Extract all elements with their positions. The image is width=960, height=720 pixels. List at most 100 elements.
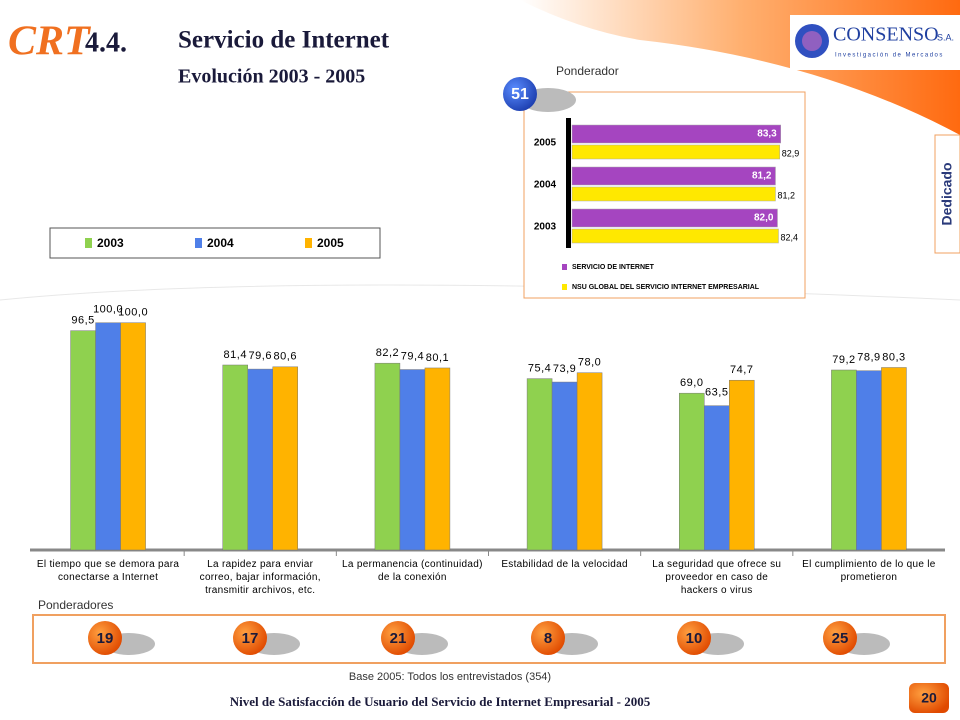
ponderador-value: 19	[97, 630, 114, 647]
bar	[571, 144, 780, 160]
title: Servicio de Internet	[178, 27, 390, 54]
x-tick-label: El cumplimiento de lo que le prometieron	[802, 559, 936, 583]
value-label: 78,9	[857, 352, 880, 364]
legend-swatch	[85, 238, 92, 248]
bar	[571, 186, 776, 202]
y-tick-label: 2004	[534, 180, 557, 191]
axis	[566, 118, 571, 248]
footer-title: Nivel de Satisfacción de Usuario del Ser…	[230, 694, 651, 709]
x-tick-label: El tiempo que se demora para conectarse …	[36, 559, 180, 583]
value-label: 82,9	[782, 148, 800, 158]
ponderador-value: 25	[832, 630, 849, 647]
value-label: 81,2	[752, 171, 772, 182]
x-tick-label-box: La permanencia (continuidad) de la conex…	[342, 559, 483, 583]
bar	[571, 208, 778, 228]
bar	[272, 366, 298, 551]
decor-line	[0, 284, 960, 301]
bar	[95, 322, 121, 551]
value-label: 82,4	[780, 232, 798, 242]
legend-label: SERVICIO DE INTERNET	[572, 264, 655, 271]
bar	[70, 330, 96, 551]
legend-label: 2005	[317, 236, 344, 250]
y-tick-label: 2003	[534, 222, 557, 233]
bar	[526, 378, 553, 551]
ponderador-ball	[503, 77, 537, 111]
value-label: 96,5	[71, 315, 94, 327]
legend-box	[49, 227, 381, 259]
ponderador-value: 17	[242, 630, 259, 647]
value-label: 75,4	[528, 363, 551, 375]
legend-swatch	[562, 264, 567, 270]
bar	[679, 392, 705, 551]
bar	[374, 362, 401, 551]
legend-swatch	[195, 238, 202, 248]
y-tick-label: 2005	[534, 138, 557, 149]
bar	[551, 381, 578, 551]
value-label: 100,0	[118, 307, 148, 319]
logo-suffix: S.A.	[937, 32, 954, 42]
value-label: 63,5	[705, 387, 728, 399]
value-label: 81,4	[224, 349, 247, 361]
bar	[881, 367, 907, 551]
x-tick-label: La permanencia (continuidad) de la conex…	[342, 559, 483, 583]
ponderador-ball	[531, 621, 565, 655]
ponderador-value: 51	[511, 86, 529, 103]
ponderador-ball	[381, 621, 415, 655]
legend-swatch	[305, 238, 312, 248]
bar	[247, 368, 273, 551]
bar	[399, 369, 426, 551]
legend-label: 2004	[207, 236, 234, 250]
ponderadores-label: Ponderadores	[38, 598, 113, 612]
value-label: 82,0	[754, 213, 774, 224]
bar	[571, 228, 779, 244]
logo-right: CONSENSO	[833, 24, 939, 46]
bar	[571, 124, 781, 144]
bar	[729, 379, 755, 551]
x-tick-label: La seguridad que ofrece su proveedor en …	[652, 559, 782, 596]
ponderador-value: 21	[390, 630, 407, 647]
legend-label: NSU GLOBAL DEL SERVICIO INTERNET EMPRESA…	[572, 284, 760, 291]
logo-left: CRT	[8, 19, 92, 65]
x-tick-label-box: El cumplimiento de lo que le prometieron	[802, 559, 936, 583]
value-label: 74,7	[730, 364, 753, 376]
x-tick-label-box: Estabilidad de la velocidad	[501, 559, 628, 570]
x-tick-label: La rapidez para enviar correo, bajar inf…	[199, 559, 321, 596]
bar	[576, 372, 603, 551]
bar	[704, 405, 730, 551]
tab	[934, 134, 960, 254]
value-label: 80,3	[882, 351, 905, 363]
bar	[571, 166, 776, 186]
x-tick-label-box: La seguridad que ofrece su proveedor en …	[652, 559, 782, 596]
base-note: Base 2005: Todos los entrevistados (354)	[349, 671, 551, 683]
value-label: 83,3	[757, 129, 777, 140]
ponderadores-box	[32, 614, 946, 664]
bar	[856, 370, 882, 551]
subtitle: Evolución 2003 - 2005	[178, 66, 365, 88]
page-number: 20	[921, 690, 937, 706]
legend-label: 2003	[97, 236, 124, 250]
logo-tagline: Investigación de Mercados	[835, 53, 944, 59]
ponderador-ball	[88, 621, 122, 655]
legend-swatch	[562, 284, 567, 290]
value-label: 79,4	[401, 350, 424, 362]
value-label: 80,1	[426, 352, 449, 364]
bar	[424, 367, 451, 551]
value-label: 78,0	[578, 357, 601, 369]
value-label: 73,9	[553, 363, 576, 375]
x-tick-label: Estabilidad de la velocidad	[501, 559, 628, 570]
section-number: 4.4.	[85, 27, 127, 58]
page-badge	[909, 683, 949, 713]
value-label: 82,2	[376, 347, 399, 359]
ponderador-ball	[677, 621, 711, 655]
bar	[222, 364, 248, 551]
value-label: 100,0	[93, 304, 123, 316]
ponderador-ball	[823, 621, 857, 655]
value-label: 81,2	[777, 190, 795, 200]
bar	[831, 369, 857, 551]
x-tick-label-box: El tiempo que se demora para conectarse …	[36, 559, 180, 583]
bar	[120, 322, 146, 551]
ponderador-label: Ponderador	[556, 64, 619, 78]
x-tick-label-box: La rapidez para enviar correo, bajar inf…	[199, 559, 321, 596]
ponderador-ball	[233, 621, 267, 655]
